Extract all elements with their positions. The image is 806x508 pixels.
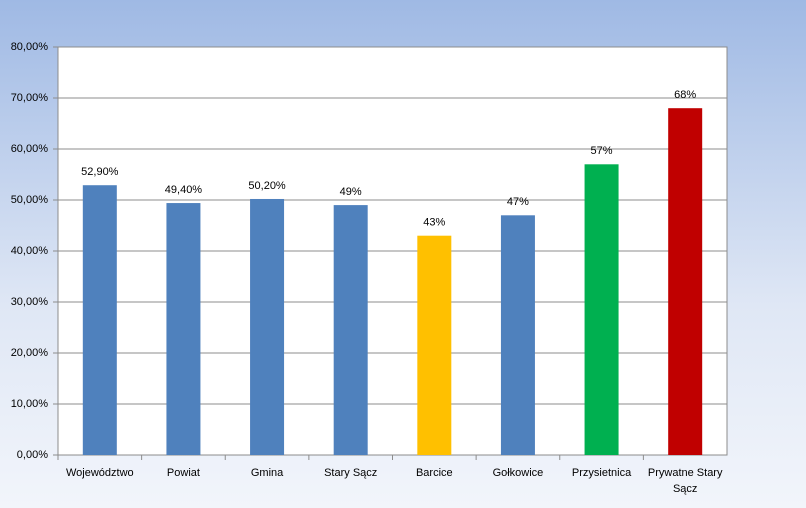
- value-label: 57%: [591, 145, 613, 157]
- x-tick-label: Barcice: [415, 467, 453, 479]
- bar: [584, 164, 619, 456]
- x-tick-label: Prywatne Stary Sącz: [647, 467, 723, 495]
- x-tick-label: Gmina: [250, 467, 284, 479]
- y-tick-label: 50,00%: [11, 194, 49, 206]
- x-tick-label: Województwo: [65, 467, 134, 479]
- value-label: 49%: [340, 186, 362, 198]
- y-tick-label: 60,00%: [11, 143, 49, 155]
- y-tick-label: 0,00%: [17, 449, 48, 461]
- y-tick-label: 30,00%: [11, 296, 49, 308]
- y-tick-label: 20,00%: [11, 347, 49, 359]
- bar: [417, 235, 452, 455]
- bar: [82, 185, 117, 455]
- bar: [333, 205, 368, 455]
- value-label: 68%: [674, 89, 696, 101]
- y-tick-label: 70,00%: [11, 92, 49, 104]
- bar: [668, 108, 703, 455]
- y-tick-label: 10,00%: [11, 398, 49, 410]
- value-label: 49,40%: [165, 184, 203, 196]
- bar: [250, 198, 285, 456]
- x-tick-label: Przysietnica: [571, 467, 632, 479]
- value-label: 43%: [423, 217, 445, 229]
- value-label: 50,20%: [248, 180, 286, 192]
- bar: [500, 215, 535, 455]
- x-tick-label: Gołkowice: [492, 467, 544, 479]
- x-tick-label: Powiat: [166, 467, 200, 479]
- bar: [166, 203, 201, 455]
- y-tick-label: 40,00%: [11, 245, 49, 257]
- value-label: 47%: [507, 196, 529, 208]
- x-tick-label: Stary Sącz: [324, 467, 378, 479]
- y-tick-label: 80,00%: [11, 41, 49, 53]
- value-label: 52,90%: [81, 166, 119, 178]
